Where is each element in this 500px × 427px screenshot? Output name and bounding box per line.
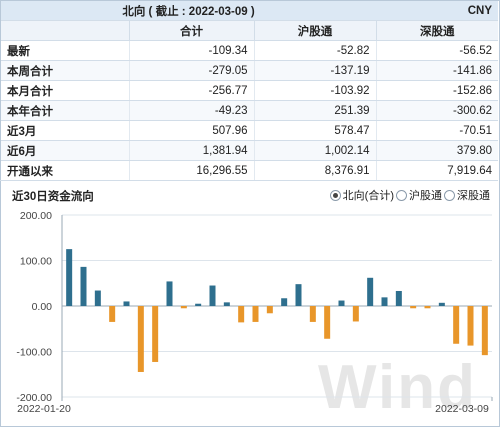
table-cell: -300.62 [375,100,499,121]
table-row: 近3月 507.96 578.47 -70.51 [1,120,499,141]
table-cell: -56.52 [375,40,499,61]
chart-title: 近30日资金流向 [12,191,94,203]
legend-option-northbound[interactable]: 北向(合计) [329,187,394,203]
bar [195,303,202,306]
table-cell: -256.77 [128,80,254,101]
title-row: 北向 ( 截止 : 2022-03-09 ) CNY [1,1,499,21]
table-cell: -109.34 [128,40,254,61]
table-cell: -279.05 [128,60,254,81]
table-row: 本年合计 -49.23 251.39 -300.62 [1,100,499,121]
bar [266,306,273,314]
bar [438,302,445,306]
bar [338,300,345,306]
row-label: 开通以来 [1,160,129,181]
bar [180,306,187,309]
bar [137,306,144,372]
y-tick-label: -100.00 [16,347,52,359]
summary-table: 北向 ( 截止 : 2022-03-09 ) CNY 合计 沪股通 深股通 最新… [1,1,499,181]
table-cell: -152.86 [375,80,499,101]
legend-label: 北向(合计) [342,190,394,202]
bar [109,306,116,322]
bar [295,284,302,306]
bar [281,298,288,306]
bar [395,290,402,306]
table-row: 近6月 1,381.94 1,002.14 379.80 [1,140,499,161]
table-cell: 7,919.64 [375,160,499,181]
table-row: 本月合计 -256.77 -103.92 -152.86 [1,80,499,101]
legend-label: 沪股通 [409,190,442,202]
table-cell: 8,376.91 [253,160,377,181]
bar [94,290,101,306]
table-cell: -141.86 [375,60,499,81]
bar [453,306,460,344]
table-cell: 379.80 [375,140,499,161]
x-tick-label-start: 2022-01-20 [17,403,71,415]
y-tick-label: 200.00 [20,210,52,222]
table-row: 本周合计 -279.05 -137.19 -141.86 [1,60,499,81]
row-label: 本年合计 [1,100,129,121]
bar [252,306,259,322]
row-label: 最新 [1,40,129,61]
y-tick-label: -200.00 [16,392,52,404]
bar [309,306,316,322]
table-cell: -52.82 [253,40,377,61]
legend-option-shanghai[interactable]: 沪股通 [396,187,442,203]
table-cell: 507.96 [128,120,254,141]
table-row: 开通以来 16,296.55 8,376.91 7,919.64 [1,160,499,181]
bar [66,249,73,306]
bar [352,306,359,322]
legend-label: 深股通 [457,190,490,202]
corner-cell [1,20,129,41]
legend-option-shenzhen[interactable]: 深股通 [444,187,490,203]
row-label: 本周合计 [1,60,129,81]
radio-icon[interactable] [444,189,455,201]
bar [367,277,374,306]
table-cell: 16,296.55 [128,160,254,181]
row-label: 近6月 [1,140,129,161]
bar [80,266,87,306]
radio-icon[interactable] [329,189,341,201]
bar [381,297,388,306]
table-cell: -137.19 [253,60,377,81]
table-cell: -103.92 [253,80,377,101]
row-label: 本月合计 [1,80,129,101]
chart-legend: 北向(合计) 沪股通 深股通 [328,187,490,203]
bar [410,306,417,309]
bar [481,306,488,356]
table-cell: 578.47 [253,120,377,141]
bar [152,306,159,362]
bar [424,306,431,309]
chart-header: 近30日资金流向 北向(合计) 沪股通 深股通 [0,180,498,207]
bar [123,301,130,306]
x-tick-label-end: 2022-03-09 [435,403,489,415]
table-cell: -49.23 [128,100,254,121]
column-header-row: 合计 沪股通 深股通 [1,20,499,41]
table-cell: -70.51 [375,120,499,141]
column-header-shanghai: 沪股通 [253,20,377,41]
panel-title: 北向 ( 截止 : 2022-03-09 ) [1,1,377,21]
table-cell: 1,002.14 [253,140,377,161]
bar [238,306,245,323]
bar-chart: 200.00 100.00 0.00 -100.00 -200.002022-01-20… [16,210,493,415]
currency-label: CNY [376,1,499,21]
bar [467,306,474,346]
bar [166,281,173,306]
column-header-shenzhen: 深股通 [375,20,499,41]
table-cell: 251.39 [253,100,377,121]
bar [223,302,230,306]
column-header-total: 合计 [128,20,254,41]
radio-icon[interactable] [396,189,407,201]
y-tick-label: 100.00 [20,256,52,268]
table-row: 最新 -109.34 -52.82 -56.52 [1,40,499,61]
bar [324,306,331,339]
wind-watermark: Wind [318,353,477,422]
row-label: 近3月 [1,120,129,141]
bar [209,285,216,306]
y-tick-label: 0.00 [32,301,53,313]
table-cell: 1,381.94 [128,140,254,161]
